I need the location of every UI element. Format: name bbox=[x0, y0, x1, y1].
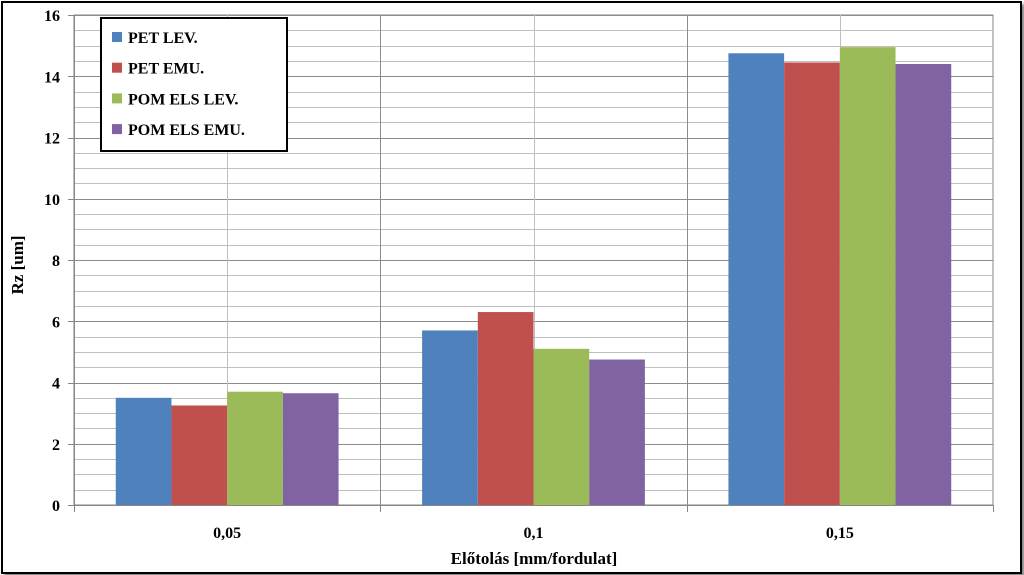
y-tick-label: 6 bbox=[52, 314, 60, 331]
bar bbox=[282, 393, 339, 505]
legend-swatch bbox=[112, 124, 122, 135]
legend-label: POM ELS EMU. bbox=[128, 122, 245, 139]
legend: PET LEV. PET EMU. POM ELS LEV. POM ELS EMU. bbox=[100, 17, 288, 152]
bar bbox=[589, 359, 645, 505]
x-axis-label: Előtolás [mm/fordulat] bbox=[451, 549, 618, 568]
y-tick-label: 4 bbox=[52, 376, 60, 393]
y-axis-label: Rz [um] bbox=[8, 235, 27, 294]
y-tick-label: 12 bbox=[44, 131, 60, 148]
legend-label: PET EMU. bbox=[128, 61, 204, 78]
bar bbox=[533, 348, 590, 505]
y-tick-label: 2 bbox=[52, 437, 60, 454]
y-tick-label: 0 bbox=[52, 498, 60, 515]
bar bbox=[422, 330, 478, 505]
bar bbox=[895, 64, 952, 505]
y-tick-label: 16 bbox=[44, 8, 60, 25]
bar bbox=[115, 397, 172, 505]
x-tick-label: 0,05 bbox=[213, 525, 241, 542]
y-tick-label: 8 bbox=[52, 253, 60, 270]
axes bbox=[68, 15, 994, 512]
y-tick-labels: 0 2 4 6 8 10 12 14 16 bbox=[44, 8, 60, 515]
y-tick-label: 14 bbox=[44, 69, 60, 86]
bar bbox=[227, 391, 283, 505]
legend-swatch bbox=[112, 62, 122, 73]
legend-swatch bbox=[112, 32, 122, 42]
legend-box bbox=[100, 17, 288, 152]
bar bbox=[784, 62, 840, 505]
bar bbox=[839, 47, 896, 505]
x-tick-labels: 0,05 0,1 0,15 bbox=[213, 525, 854, 542]
legend-swatch bbox=[112, 93, 122, 104]
bar bbox=[171, 405, 228, 505]
legend-label: PET LEV. bbox=[128, 30, 198, 47]
y-tick-label: 10 bbox=[44, 192, 60, 209]
x-tick-label: 0,1 bbox=[524, 525, 544, 542]
bar bbox=[477, 312, 534, 505]
bars bbox=[115, 47, 952, 505]
x-tick-label: 0,15 bbox=[826, 525, 854, 542]
bar bbox=[728, 53, 785, 505]
legend-label: POM ELS LEV. bbox=[128, 91, 238, 108]
